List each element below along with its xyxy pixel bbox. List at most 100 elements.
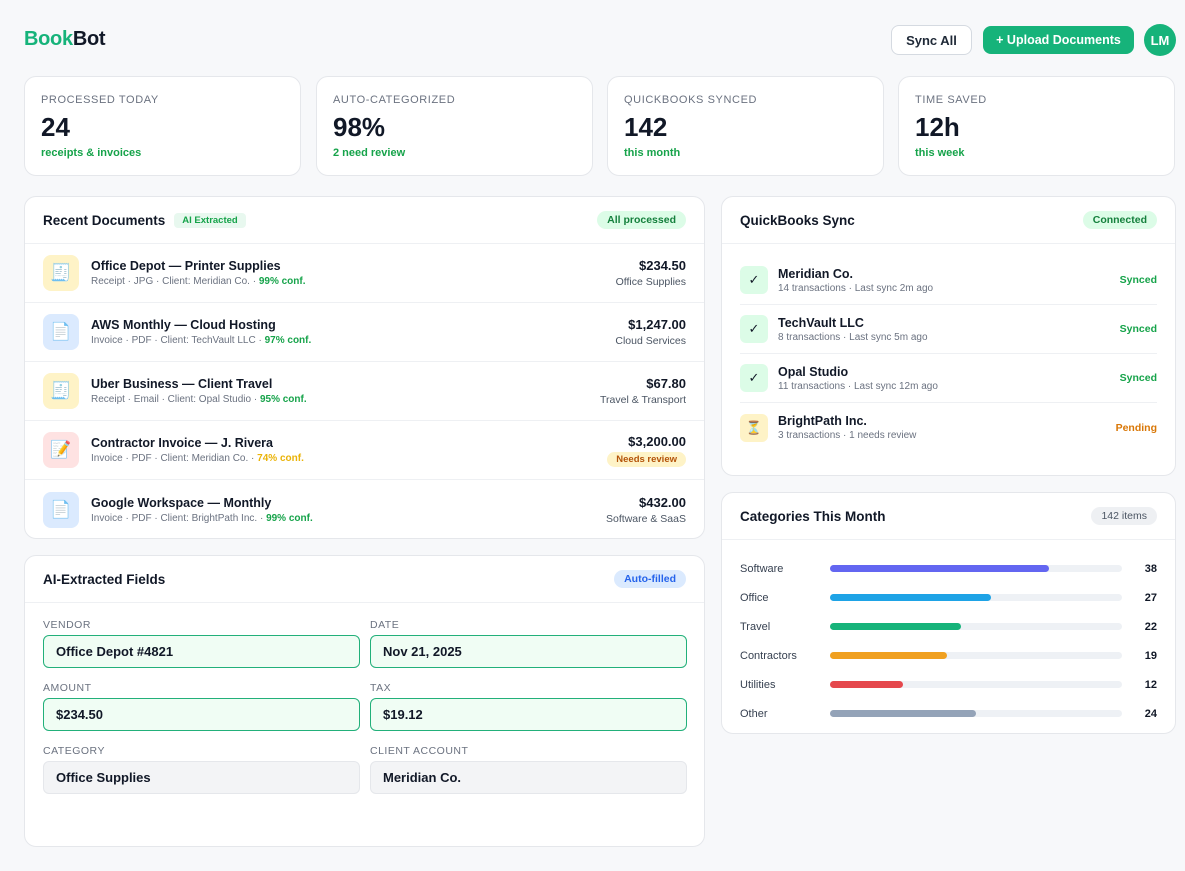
- stat-value: 98%: [333, 112, 386, 142]
- document-amount: $3,200.00: [628, 433, 686, 449]
- client-name: Meridian Co.: [778, 266, 854, 281]
- document-meta-text: Receipt · JPG · Client: Meridian Co. ·: [91, 276, 259, 287]
- client-meta: 8 transactions · Last sync 5m ago: [778, 331, 928, 343]
- document-row[interactable]: 📝 Contractor Invoice — J. Rivera Invoice ·…: [25, 421, 704, 480]
- avatar[interactable]: LM: [1144, 24, 1176, 56]
- category-name: Travel: [740, 620, 771, 633]
- needs-review-badge: Needs review: [607, 451, 686, 467]
- document-title: Office Depot — Printer Supplies: [91, 259, 281, 273]
- confidence-score: 74% conf.: [257, 453, 304, 464]
- document-meta: Receipt · Email · Client: Opal Studio · …: [91, 394, 600, 405]
- document-row[interactable]: 🧾 Uber Business — Client Travel Receipt · …: [25, 362, 704, 421]
- client-sync-row[interactable]: ✓ Opal Studio 11 transactions · Last sync …: [740, 354, 1157, 403]
- document-list: 🧾 Office Depot — Printer Supplies Receipt …: [25, 244, 704, 538]
- client-info: Meridian Co. 14 transactions · Last sync …: [778, 267, 1120, 294]
- document-info: Contractor Invoice — J. Rivera Invoice · …: [91, 436, 607, 464]
- field-label: TAX: [370, 682, 392, 694]
- document-meta-text: Invoice · PDF · Client: BrightPath Inc. …: [91, 512, 267, 524]
- field-client-account: CLIENT ACCOUNT Meridian Co.: [370, 745, 687, 794]
- client-name: TechVault LLC: [778, 315, 864, 330]
- sync-status: Synced: [1119, 323, 1157, 335]
- document-info: Uber Business — Client Travel Receipt · E…: [91, 377, 600, 405]
- client-info: Opal Studio 11 transactions · Last sync 1…: [778, 365, 1120, 392]
- tax-field[interactable]: $19.12: [370, 698, 687, 731]
- document-amount-block: $432.00 Software & SaaS: [606, 495, 686, 525]
- vendor-field[interactable]: Office Depot #4821: [43, 635, 360, 668]
- sync-status: Synced: [1119, 372, 1157, 384]
- panel-header: Categories This Month 142 items: [722, 493, 1175, 540]
- receipt-icon: 🧾: [43, 255, 79, 291]
- panel-header: Recent Documents AI Extracted All proces…: [25, 197, 704, 244]
- document-meta: Receipt · JPG · Client: Meridian Co. · 9…: [91, 276, 616, 287]
- document-row[interactable]: 📄 AWS Monthly — Cloud Hosting Invoice · PD…: [25, 303, 704, 362]
- stat-sub: 2 need review: [333, 147, 406, 159]
- client-sync-row[interactable]: ✓ Meridian Co. 14 transactions · Last sync…: [740, 256, 1157, 305]
- category-row: Office 27: [740, 583, 1157, 612]
- client-meta: 14 transactions · Last sync 2m ago: [778, 282, 934, 294]
- category-count: 27: [1144, 591, 1157, 604]
- sync-status: Pending: [1115, 421, 1157, 434]
- category-bar-track: [830, 565, 1122, 572]
- date-field[interactable]: Nov 21, 2025: [370, 635, 687, 668]
- category-bar-track: [830, 594, 1122, 601]
- stat-sub: this month: [624, 147, 681, 159]
- document-title: AWS Monthly — Cloud Hosting: [91, 318, 276, 332]
- category-count: 19: [1144, 649, 1157, 662]
- stat-card-quickbooks-synced: QUICKBOOKS SYNCED 142 this month: [607, 76, 884, 176]
- logo-part-2: Bot: [72, 28, 106, 50]
- document-info: Office Depot — Printer Supplies Receipt ·…: [91, 259, 616, 287]
- document-meta-text: Invoice · PDF · Client: Meridian Co. ·: [91, 453, 258, 464]
- category-name: Software: [740, 562, 784, 575]
- upload-documents-button[interactable]: + Upload Documents: [983, 26, 1134, 54]
- client-meta: 11 transactions · Last sync 12m ago: [778, 380, 938, 392]
- field-label: AMOUNT: [43, 682, 92, 694]
- receipt-icon: 🧾: [43, 373, 79, 409]
- field-tax: TAX $19.12: [370, 682, 687, 731]
- document-row[interactable]: 📄 Google Workspace — Monthly Invoice · PDF…: [25, 480, 704, 538]
- document-row[interactable]: 🧾 Office Depot — Printer Supplies Receipt …: [25, 244, 704, 303]
- client-name: BrightPath Inc.: [778, 414, 867, 428]
- category-bar-fill: [830, 623, 962, 630]
- field-label: CLIENT ACCOUNT: [370, 745, 469, 757]
- field-grid: VENDOR Office Depot #4821 DATE Nov 21, 2025…: [25, 603, 704, 808]
- client-sync-list: ✓ Meridian Co. 14 transactions · Last sync…: [722, 244, 1175, 452]
- document-amount-block: $67.80 Travel & Transport: [600, 376, 686, 406]
- category-row: Other 24: [740, 699, 1157, 728]
- category-row: Software 38: [740, 554, 1157, 583]
- category-name: Office: [740, 591, 769, 604]
- document-icon: 📄: [43, 314, 79, 350]
- client-account-field[interactable]: Meridian Co.: [370, 761, 687, 794]
- document-amount: $432.00: [639, 494, 686, 510]
- category-bar-fill: [830, 681, 903, 688]
- stat-value: 24: [41, 112, 70, 142]
- app-logo[interactable]: BookBot: [24, 28, 106, 51]
- client-sync-row[interactable]: ✓ TechVault LLC 8 transactions · Last sync…: [740, 305, 1157, 354]
- document-category: Cloud Services: [615, 335, 686, 347]
- document-info: AWS Monthly — Cloud Hosting Invoice · PDF…: [91, 318, 615, 346]
- document-amount-block: $3,200.00 Needs review: [607, 434, 686, 467]
- sync-status: Synced: [1119, 274, 1157, 286]
- amount-field[interactable]: $234.50: [43, 698, 360, 731]
- stat-label: PROCESSED TODAY: [41, 94, 159, 106]
- category-row: Utilities 12: [740, 670, 1157, 699]
- category-bar-track: [830, 652, 1122, 659]
- client-sync-row[interactable]: ⏳ BrightPath Inc. 3 transactions · 1 needs…: [740, 403, 1157, 452]
- status-badge: Auto-filled: [614, 570, 686, 588]
- stat-label: TIME SAVED: [915, 94, 987, 106]
- field-date: DATE Nov 21, 2025: [370, 619, 687, 668]
- category-row: Contractors 19: [740, 641, 1157, 670]
- sync-all-button[interactable]: Sync All: [891, 25, 972, 55]
- category-bar-track: [830, 681, 1122, 688]
- category-count: 38: [1144, 562, 1157, 575]
- stat-sub: receipts & invoices: [41, 147, 142, 159]
- status-badge: All processed: [597, 211, 686, 229]
- field-label: CATEGORY: [43, 745, 105, 757]
- panel-title: Categories This Month: [740, 508, 886, 524]
- category-bar-fill: [830, 652, 947, 659]
- item-count-badge: 142 items: [1091, 507, 1157, 525]
- category-list: Software 38 Office 27 Travel 22 Contractors 19 U…: [722, 540, 1175, 728]
- panel-title: AI-Extracted Fields: [43, 571, 166, 587]
- category-field[interactable]: Office Supplies: [43, 761, 360, 794]
- category-count: 22: [1144, 620, 1157, 633]
- document-icon: 📄: [43, 491, 79, 528]
